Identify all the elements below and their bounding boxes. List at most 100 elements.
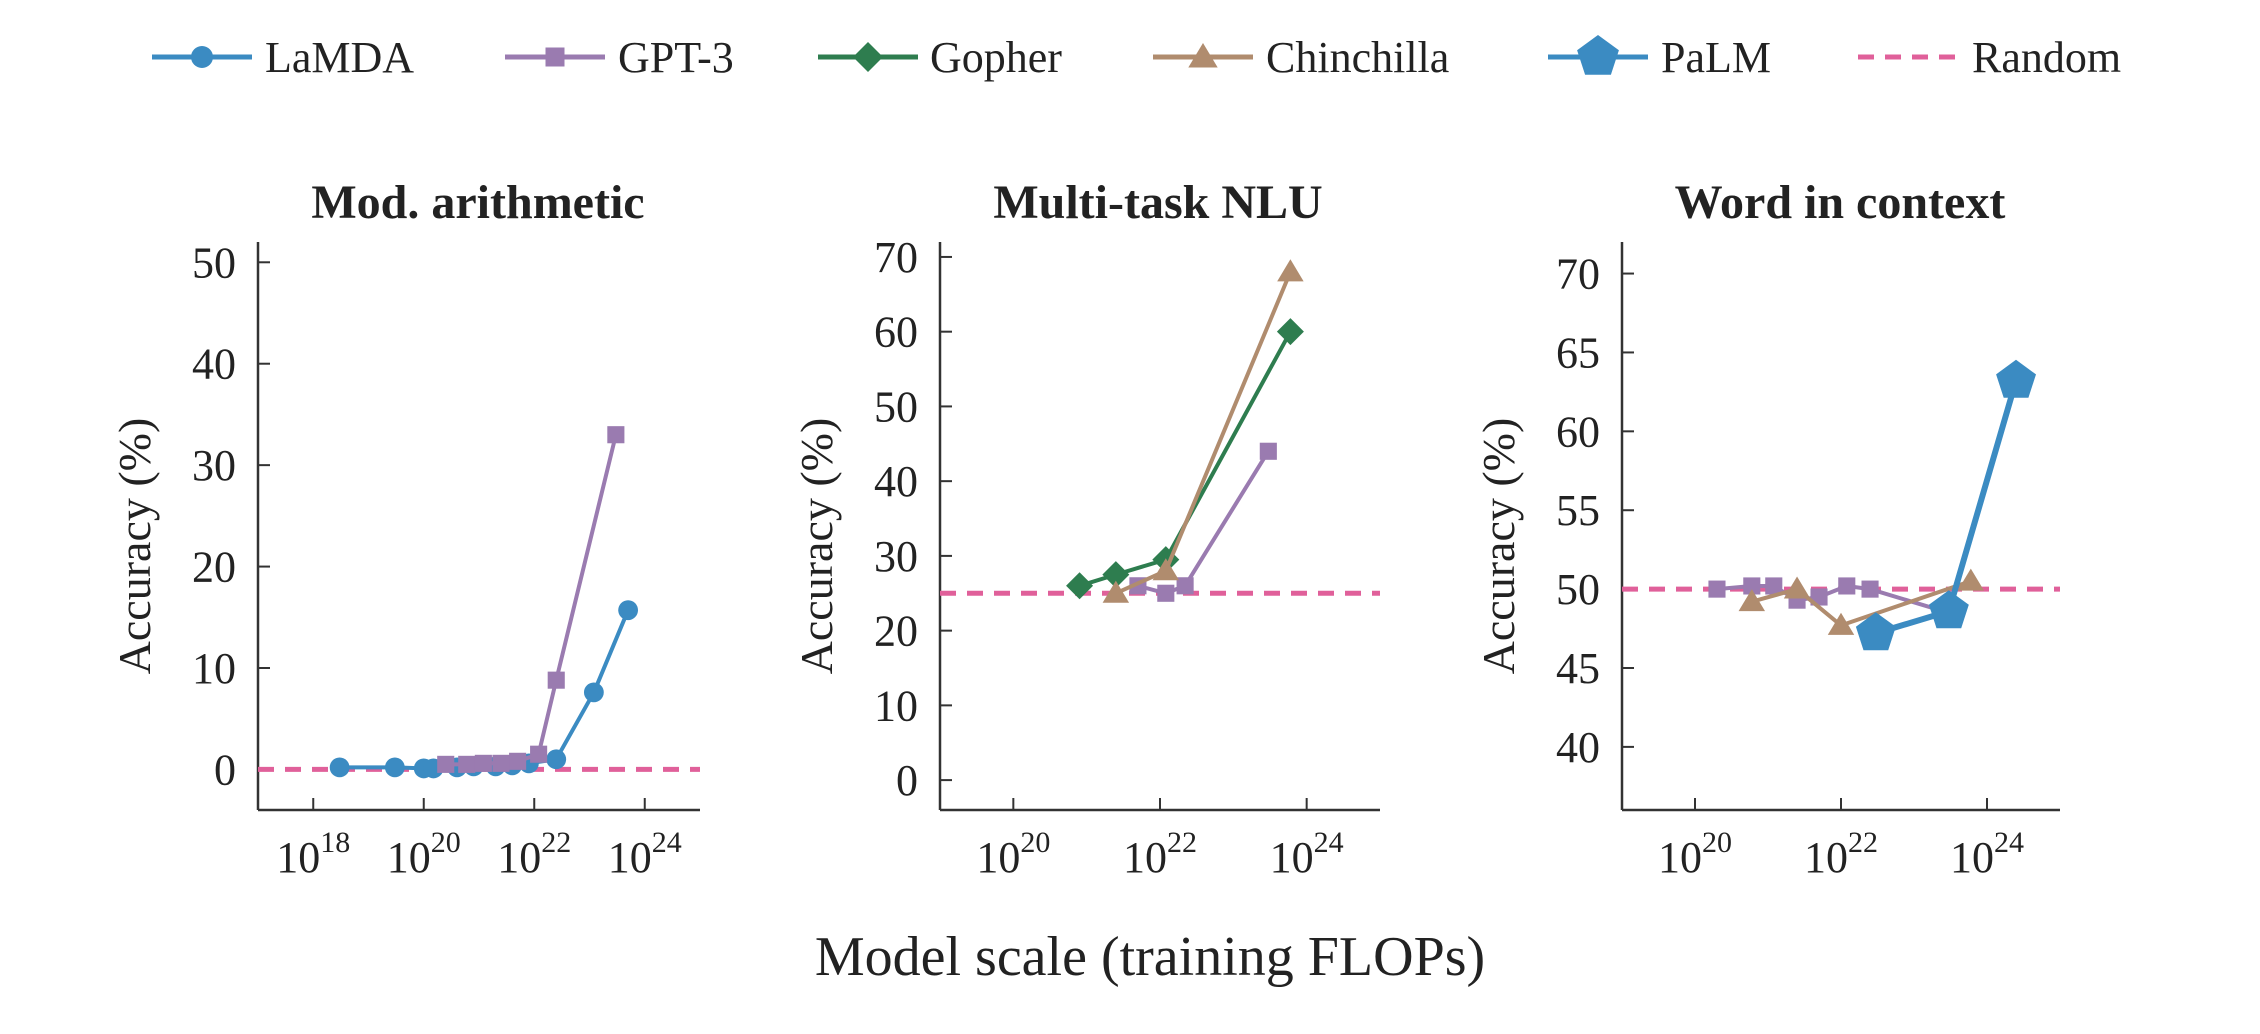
panel-title: Word in context (1675, 176, 2006, 229)
legend-marker-chinchilla (1188, 43, 1218, 68)
y-tick-label: 60 (874, 308, 918, 357)
y-tick-label: 65 (1556, 328, 1600, 377)
y-tick-label: 50 (192, 238, 236, 287)
data-point-gpt-3 (1838, 577, 1856, 595)
y-tick-label: 40 (874, 457, 918, 506)
data-point-gpt-3 (1743, 577, 1761, 595)
y-tick-label: 50 (1556, 565, 1600, 614)
data-point-gpt-3 (1259, 442, 1277, 460)
data-point-gpt-3 (530, 745, 548, 763)
data-point-gpt-3 (607, 426, 625, 444)
data-point-gopher (1066, 572, 1094, 600)
y-axis-label: Accuracy (%) (791, 418, 842, 675)
data-point-gpt-3 (492, 754, 510, 772)
legend-label-gopher: Gopher (930, 33, 1062, 82)
series-gopher (1066, 318, 1304, 600)
series-chinchilla (1738, 568, 1985, 635)
data-point-gopher (1102, 561, 1130, 589)
data-point-gpt-3 (474, 754, 492, 772)
data-point-chinchilla (1738, 589, 1766, 612)
legend-label-random: Random (1972, 33, 2121, 82)
x-tick-label: 1020 (387, 826, 461, 882)
y-tick-label: 50 (874, 382, 918, 431)
data-point-chinchilla (1783, 576, 1811, 599)
legend-label-lamda: LaMDA (265, 33, 414, 82)
legend-item-lamda: LaMDA (152, 33, 414, 82)
x-tick-label: 1024 (1950, 826, 2024, 882)
x-tick-label: 1024 (1270, 826, 1344, 882)
data-point-gpt-3 (1176, 577, 1194, 595)
data-point-gpt-3 (1765, 577, 1783, 595)
x-tick-label: 1022 (497, 826, 571, 882)
panel-word-in-context: Word in context 40 45 50 55 60 65 70 1020 1022 102… (1473, 176, 2060, 882)
data-point-lamda (329, 757, 350, 778)
y-tick-label: 60 (1556, 407, 1600, 456)
panel-title: Mod. arithmetic (311, 176, 644, 229)
data-point-gpt-3 (547, 671, 565, 689)
data-point-lamda (546, 749, 567, 770)
x-tick-label: 1024 (608, 826, 682, 882)
y-tick-label: 20 (874, 607, 918, 656)
series-line-gpt-3 (445, 434, 618, 767)
series-line-chinchilla (1114, 271, 1293, 596)
data-point-palm (1996, 359, 2036, 398)
data-point-lamda (583, 682, 604, 703)
x-tick-label: 1022 (1804, 826, 1878, 882)
series-line-gopher (1079, 330, 1293, 588)
x-tick-label: 1020 (976, 826, 1050, 882)
data-point-palm (1928, 590, 1969, 629)
data-point-chinchilla (1102, 580, 1130, 603)
y-tick-label: 70 (1556, 250, 1600, 299)
data-point-gpt-3 (458, 755, 476, 773)
legend-item-gopher: Gopher (818, 33, 1062, 82)
data-point-palm (1855, 612, 1896, 651)
y-tick-label: 55 (1556, 486, 1600, 535)
y-tick-label: 30 (192, 441, 236, 490)
legend-label-palm: PaLM (1661, 33, 1771, 82)
series-line-gpt-3 (1137, 450, 1271, 596)
y-tick-label: 30 (874, 532, 918, 581)
data-point-chinchilla (1152, 558, 1180, 581)
y-tick-label: 40 (1556, 723, 1600, 772)
legend-item-chinchilla: Chinchilla (1153, 33, 1449, 82)
y-tick-label: 45 (1556, 644, 1600, 693)
legend-item-random: Random (1858, 33, 2121, 82)
data-point-lamda (384, 757, 405, 778)
y-axis-label: Accuracy (%) (1473, 418, 1524, 675)
series-lamda (329, 600, 639, 779)
legend-item-palm: PaLM (1548, 33, 1771, 82)
data-point-lamda (618, 600, 639, 621)
legend-label-chinchilla: Chinchilla (1266, 33, 1449, 82)
y-tick-label: 20 (192, 543, 236, 592)
data-point-gpt-3 (437, 755, 455, 773)
series-line-chinchilla (1751, 579, 1972, 628)
x-axis-label: Model scale (training FLOPs) (815, 926, 1485, 988)
y-axis-label: Accuracy (%) (109, 418, 160, 675)
legend-item-gpt-3: GPT-3 (505, 33, 734, 82)
y-tick-label: 70 (874, 233, 918, 282)
data-point-gpt-3 (1861, 580, 1879, 598)
data-point-gpt-3 (1708, 580, 1726, 598)
y-tick-label: 40 (192, 340, 236, 389)
legend: LaMDA GPT-3 Gopher Chinchilla PaLM Random (152, 33, 2121, 82)
data-point-chinchilla (1957, 568, 1985, 591)
series-chinchilla (1102, 259, 1304, 603)
y-tick-label: 10 (192, 644, 236, 693)
series-palm (1855, 359, 2036, 651)
y-tick-label: 0 (214, 745, 236, 794)
data-point-chinchilla (1277, 259, 1304, 282)
data-point-gopher (1276, 318, 1304, 346)
legend-label-gpt-3: GPT-3 (618, 33, 734, 82)
panel-title: Multi-task NLU (993, 176, 1322, 229)
legend-marker-gpt-3 (545, 47, 565, 67)
data-point-gpt-3 (509, 752, 527, 770)
legend-marker-lamda (191, 46, 213, 68)
legend-marker-palm (1577, 35, 1619, 75)
legend-marker-gopher (853, 42, 883, 72)
series-gpt-3 (437, 426, 625, 773)
data-point-gpt-3 (1157, 584, 1175, 602)
